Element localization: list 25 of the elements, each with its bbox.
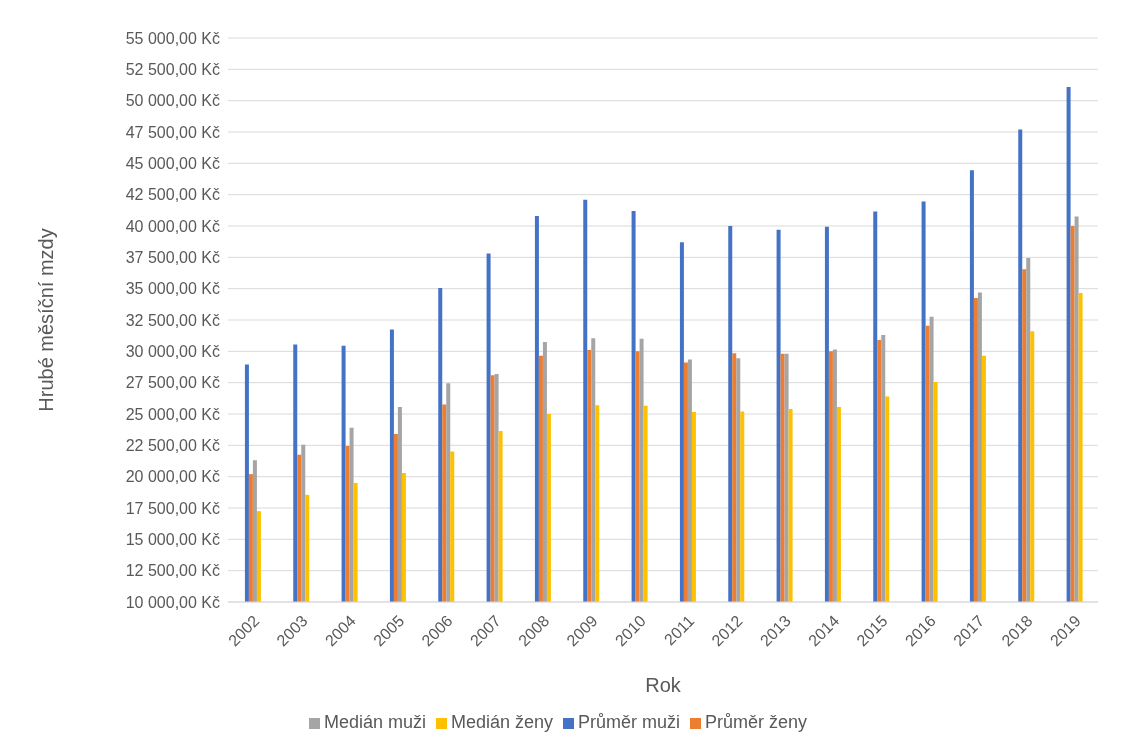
legend-label: Průměr muži bbox=[578, 712, 681, 732]
y-tick-label: 52 500,00 Kč bbox=[125, 61, 220, 79]
y-tick-label: 12 500,00 Kč bbox=[125, 562, 220, 580]
legend-label: Medián ženy bbox=[450, 712, 554, 732]
y-tick-label: 55 000,00 Kč bbox=[125, 29, 220, 47]
y-tick-label: 47 500,00 Kč bbox=[125, 123, 220, 141]
y-tick-label: 37 500,00 Kč bbox=[125, 249, 220, 267]
y-tick-label: 25 000,00 Kč bbox=[125, 405, 220, 423]
y-tick-label: 22 500,00 Kč bbox=[125, 437, 220, 455]
y-tick-label: 15 000,00 Kč bbox=[125, 531, 220, 549]
y-tick-label: 30 000,00 Kč bbox=[125, 343, 220, 361]
legend-label: Průměr ženy bbox=[705, 712, 808, 732]
y-tick-label: 35 000,00 Kč bbox=[125, 280, 220, 298]
y-axis-title: Hrubé měsíční mzdy bbox=[35, 228, 58, 412]
y-tick-label: 32 500,00 Kč bbox=[125, 311, 220, 329]
y-tick-label: 27 500,00 Kč bbox=[125, 374, 220, 392]
y-tick-label: 17 500,00 Kč bbox=[125, 499, 220, 517]
legend-label: Medián muži bbox=[323, 712, 426, 732]
y-tick-label: 40 000,00 Kč bbox=[125, 217, 220, 235]
y-tick-label: 42 500,00 Kč bbox=[125, 186, 220, 204]
y-tick-label: 45 000,00 Kč bbox=[125, 155, 220, 173]
x-axis-title: Rok bbox=[645, 674, 682, 696]
y-tick-label: 20 000,00 Kč bbox=[125, 468, 220, 486]
y-tick-label: 10 000,00 Kč bbox=[125, 593, 220, 611]
y-tick-label: 50 000,00 Kč bbox=[125, 92, 220, 110]
